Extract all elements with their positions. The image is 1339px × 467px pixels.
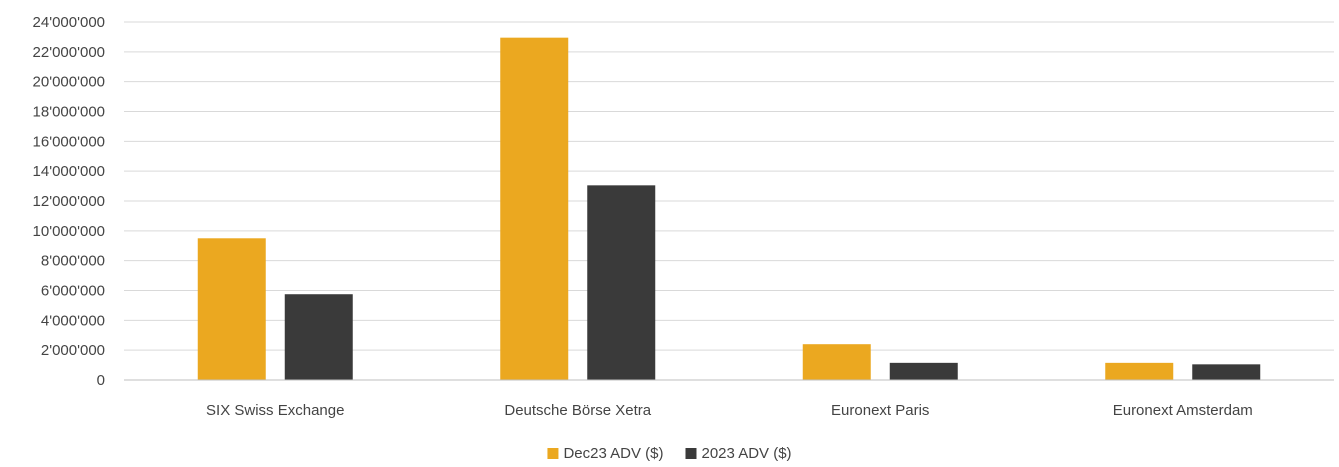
bar-2023-3 bbox=[1192, 364, 1261, 380]
y-tick-label: 12'000'000 bbox=[33, 193, 105, 210]
y-tick-label: 16'000'000 bbox=[33, 133, 105, 150]
bar-2023-2 bbox=[889, 362, 958, 380]
legend-item: Dec23 ADV ($) bbox=[547, 445, 663, 462]
legend-item: 2023 ADV ($) bbox=[685, 445, 792, 462]
y-tick-label: 0 bbox=[97, 372, 105, 389]
bar-dec23-1 bbox=[500, 37, 569, 380]
y-tick-label: 6'000'000 bbox=[41, 283, 105, 300]
y-tick-label: 18'000'000 bbox=[33, 104, 105, 121]
y-tick-label: 20'000'000 bbox=[33, 74, 105, 91]
y-tick-label: 22'000'000 bbox=[33, 44, 105, 61]
x-category-label: Euronext Paris bbox=[831, 402, 929, 419]
x-category-label: Euronext Amsterdam bbox=[1113, 402, 1253, 419]
y-tick-label: 14'000'000 bbox=[33, 163, 105, 180]
legend-label: Dec23 ADV ($) bbox=[563, 445, 663, 462]
bar-dec23-2 bbox=[802, 344, 871, 380]
bar-dec23-0 bbox=[197, 238, 266, 380]
x-category-label: SIX Swiss Exchange bbox=[206, 402, 344, 419]
legend-swatch bbox=[547, 448, 559, 459]
bar-2023-0 bbox=[284, 294, 353, 380]
legend-swatch bbox=[685, 448, 697, 459]
x-axis-category-labels: SIX Swiss Exchange Deutsche Börse Xetra Eu… bbox=[206, 402, 1253, 419]
y-tick-label: 24'000'000 bbox=[33, 14, 105, 31]
y-tick-label: 10'000'000 bbox=[33, 223, 105, 240]
y-axis-tick-labels: 0 2'000'000 4'000'000 6'000'000 8'000'000 10'… bbox=[33, 14, 105, 389]
bars bbox=[197, 37, 1261, 380]
bar-2023-1 bbox=[587, 185, 656, 380]
y-tick-label: 2'000'000 bbox=[41, 342, 105, 359]
legend-label: 2023 ADV ($) bbox=[701, 445, 791, 462]
x-category-label: Deutsche Börse Xetra bbox=[504, 402, 651, 419]
bar-dec23-3 bbox=[1105, 362, 1174, 380]
y-tick-label: 8'000'000 bbox=[41, 253, 105, 270]
y-tick-label: 4'000'000 bbox=[41, 312, 105, 329]
legend: Dec23 ADV ($) 2023 ADV ($) bbox=[547, 445, 792, 462]
